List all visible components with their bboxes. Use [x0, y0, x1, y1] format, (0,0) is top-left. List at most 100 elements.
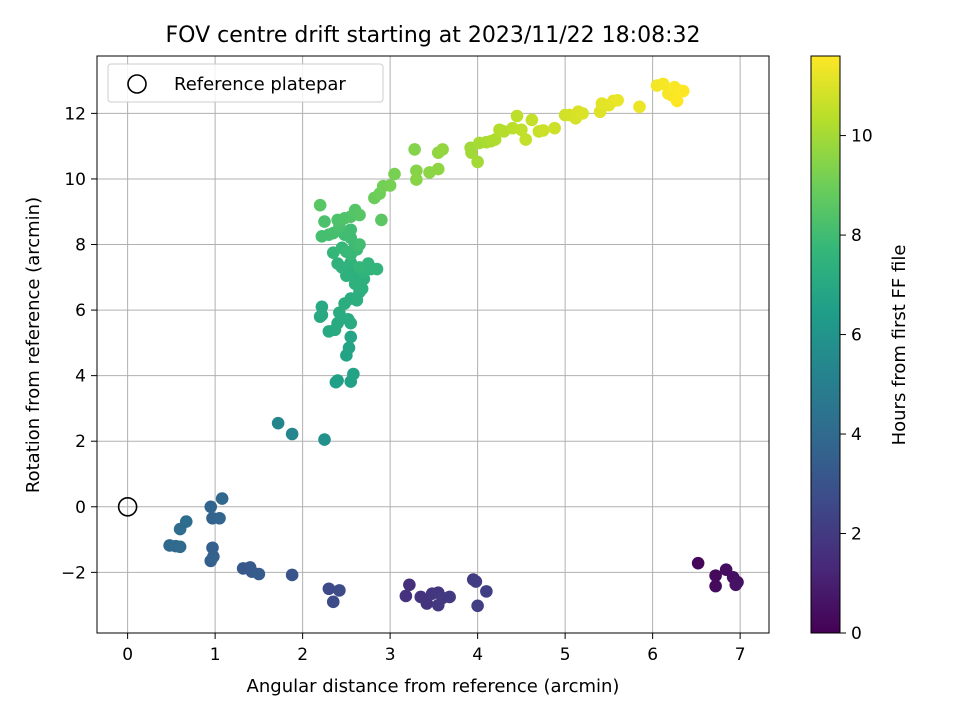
data-point — [676, 84, 690, 98]
data-point — [331, 257, 344, 270]
plot-frame — [96, 55, 770, 634]
data-point — [611, 93, 624, 107]
data-point — [488, 133, 502, 146]
colorbar-tick-label: 2 — [851, 525, 862, 545]
x-tick-label: 5 — [560, 645, 571, 665]
data-point — [480, 585, 493, 598]
data-point — [670, 94, 684, 108]
data-point — [633, 100, 646, 114]
colorbar-tick-label: 4 — [851, 425, 862, 445]
data-point — [342, 341, 356, 355]
chart-title: FOV centre drift starting at 2023/11/22 … — [166, 23, 701, 48]
y-tick-label: 8 — [75, 236, 86, 256]
data-point — [173, 540, 187, 554]
data-point — [443, 590, 456, 604]
data-point — [318, 215, 331, 228]
data-point — [322, 582, 336, 596]
data-point — [179, 515, 193, 528]
data-point — [399, 589, 413, 603]
y-axis-label: Rotation from reference (arcmin) — [23, 197, 44, 493]
data-point — [403, 578, 416, 592]
data-point — [353, 208, 366, 222]
data-point — [215, 492, 229, 505]
colorbar-ticks: 0 2 4 6 8 10 — [840, 127, 873, 644]
data-point — [333, 584, 346, 597]
colorbar-frame — [810, 55, 841, 634]
y-tick-label: −2 — [61, 563, 86, 583]
y-axis-ticks: −2 0 2 4 6 8 10 12 — [61, 104, 97, 583]
data-point — [344, 223, 358, 237]
data-point — [285, 568, 299, 582]
data-point — [525, 113, 539, 127]
data-point — [315, 308, 329, 322]
colorbar-tick-label: 10 — [851, 127, 873, 147]
reference-platepar-marker — [117, 496, 138, 517]
legend-box — [107, 63, 384, 103]
data-point — [469, 575, 483, 588]
data-point — [326, 595, 340, 609]
data-point — [548, 121, 561, 135]
data-point — [519, 133, 533, 146]
colorbar-gradient — [811, 56, 840, 633]
data-point — [383, 179, 397, 192]
data-point — [313, 198, 327, 212]
data-point — [410, 173, 423, 186]
data-point — [333, 306, 346, 319]
data-point — [285, 427, 299, 441]
data-point — [576, 107, 589, 120]
colorbar-label: Hours from first FF file — [889, 245, 910, 446]
data-point — [515, 123, 528, 137]
colorbar-tick-label: 0 — [851, 624, 862, 644]
data-point — [375, 213, 388, 227]
x-tick-label: 2 — [297, 645, 308, 665]
y-tick-label: 10 — [64, 170, 86, 190]
x-tick-label: 3 — [385, 645, 396, 665]
y-tick-label: 2 — [75, 432, 86, 452]
x-axis-ticks: 0 1 2 3 4 5 6 7 — [122, 633, 746, 665]
data-point — [656, 77, 670, 91]
y-tick-label: 4 — [75, 367, 86, 387]
data-point — [510, 109, 524, 123]
x-axis-label: Angular distance from reference (arcmin) — [247, 676, 620, 697]
legend-marker-icon — [127, 74, 147, 94]
data-point — [207, 550, 220, 563]
data-point — [408, 143, 421, 156]
data-point — [729, 578, 743, 592]
y-tick-label: 0 — [75, 498, 86, 518]
colorbar-tick-label: 6 — [851, 326, 862, 346]
colorbar: 0 2 4 6 8 10 Hours from first FF file — [810, 55, 910, 644]
data-point — [353, 261, 366, 274]
data-point — [213, 511, 226, 525]
data-point — [318, 433, 331, 446]
data-point — [709, 579, 722, 593]
data-point — [344, 316, 358, 330]
data-point — [348, 277, 362, 291]
data-point — [410, 164, 423, 178]
x-tick-label: 0 — [122, 645, 133, 665]
data-point — [347, 367, 360, 381]
data-point — [271, 416, 285, 430]
data-point — [471, 155, 484, 169]
data-point — [204, 500, 218, 514]
data-point — [328, 323, 342, 337]
legend-entry-reference-platepar: Reference platepar — [174, 74, 346, 95]
data-point — [471, 599, 484, 613]
data-point — [388, 167, 401, 181]
data-point — [691, 556, 705, 570]
colorbar-tick-label: 8 — [851, 226, 862, 246]
grid-lines — [97, 56, 769, 633]
data-point — [420, 597, 434, 610]
data-point — [353, 238, 366, 251]
x-tick-label: 7 — [735, 645, 746, 665]
data-point — [431, 162, 445, 176]
data-point — [252, 567, 266, 581]
data-point — [465, 146, 478, 160]
x-tick-label: 4 — [472, 645, 483, 665]
scatter-points — [163, 77, 744, 613]
data-point — [709, 569, 722, 582]
y-tick-label: 6 — [75, 301, 86, 321]
data-point — [344, 330, 358, 344]
x-tick-label: 1 — [210, 645, 221, 665]
y-tick-label: 12 — [64, 104, 86, 124]
